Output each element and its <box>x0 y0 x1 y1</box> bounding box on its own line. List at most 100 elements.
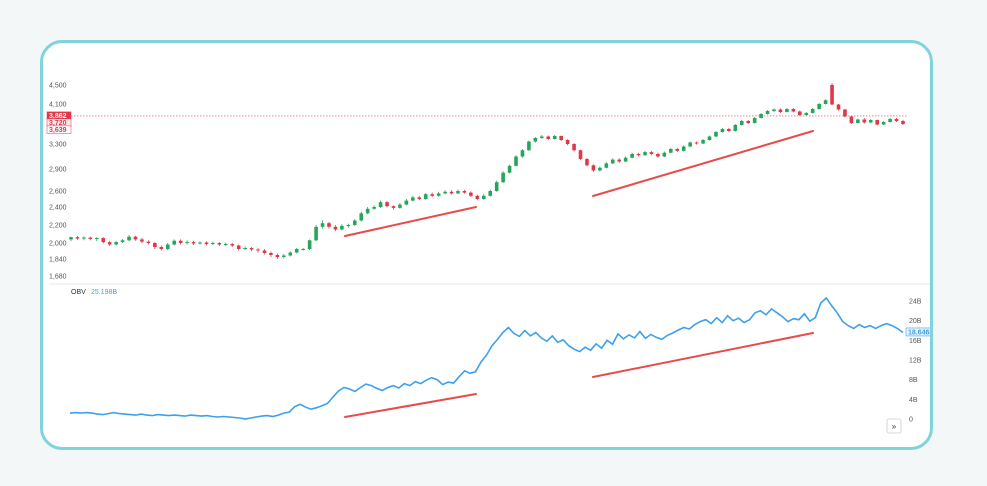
candle <box>133 235 138 241</box>
candle <box>733 124 738 132</box>
candle <box>469 191 473 197</box>
obv-trendline <box>344 393 477 418</box>
candle <box>404 199 409 206</box>
price-tick-label: 1,680 <box>49 274 67 281</box>
candle <box>598 166 602 172</box>
candle <box>456 189 460 195</box>
candle <box>707 135 712 141</box>
candle <box>398 203 402 209</box>
candle <box>436 191 441 197</box>
candle <box>720 128 725 133</box>
candle <box>727 128 731 132</box>
candle <box>352 219 357 226</box>
candle <box>372 205 376 210</box>
candle <box>140 238 144 243</box>
candle <box>804 112 809 116</box>
candle <box>378 200 383 208</box>
candle <box>243 246 247 250</box>
obv-tick-label: 0 <box>909 417 913 424</box>
candle <box>107 240 112 246</box>
candle <box>862 118 867 124</box>
double-chevron-right-icon: » <box>892 422 897 431</box>
candle <box>391 205 396 210</box>
price-tick-label: 1,840 <box>49 257 67 264</box>
candle <box>294 248 299 254</box>
candle <box>307 239 312 250</box>
candle <box>559 135 563 141</box>
candle <box>669 147 673 154</box>
candle <box>204 241 209 246</box>
candle <box>520 149 525 158</box>
candle <box>791 108 796 113</box>
candle <box>623 156 628 163</box>
candle <box>333 225 338 232</box>
obv-tick-label: 16B <box>909 338 922 345</box>
candle <box>617 158 622 163</box>
candle <box>527 140 531 151</box>
candle <box>417 195 422 201</box>
candle <box>346 223 351 228</box>
candle <box>127 234 131 242</box>
candle <box>888 118 892 123</box>
candle <box>301 248 305 251</box>
candle <box>836 104 841 111</box>
price-tick-label: 2,600 <box>49 189 67 196</box>
obv-last-value-text: 18.646B <box>908 329 933 336</box>
obv-tick-label: 24B <box>909 299 922 306</box>
candle <box>752 117 757 124</box>
candle <box>649 150 654 156</box>
candle <box>230 243 235 247</box>
candle <box>501 171 505 183</box>
candle <box>610 158 615 164</box>
price-tick-label: 2,400 <box>49 205 67 212</box>
candle <box>507 164 512 174</box>
candle <box>894 118 899 122</box>
candle <box>385 201 389 208</box>
candle <box>817 103 821 110</box>
candle <box>591 164 596 172</box>
price-trendline <box>344 206 477 237</box>
price-tick-label: 4,100 <box>49 102 67 109</box>
candle <box>656 152 660 158</box>
candle <box>153 242 157 249</box>
candle <box>604 162 609 169</box>
candle <box>411 195 415 202</box>
chart-canvas: 4,500 4,100 3,300 2,900 2,600 2,400 2,200 2,000… <box>46 83 933 434</box>
obv-series-line <box>69 296 904 420</box>
candle <box>359 211 364 222</box>
price-axis: 4,500 4,100 3,300 2,900 2,600 2,400 2,200 2,000… <box>49 83 67 281</box>
candle <box>481 194 486 200</box>
candle <box>75 235 80 240</box>
obv-trendline <box>592 332 814 378</box>
obv-tick-label: 12B <box>909 358 922 365</box>
candle <box>830 83 834 105</box>
candle <box>223 242 228 246</box>
candle <box>256 248 260 253</box>
candle <box>327 221 331 229</box>
candle <box>714 131 718 137</box>
candle <box>269 251 273 257</box>
candle <box>572 143 576 152</box>
scroll-to-latest-button[interactable]: » <box>886 418 902 434</box>
price-trendline <box>592 130 814 197</box>
candle <box>488 189 493 197</box>
price-tick-label: 2,200 <box>49 223 67 230</box>
svg-text:3,639: 3,639 <box>49 127 67 134</box>
candle <box>662 151 667 158</box>
candle <box>320 220 325 229</box>
price-tag: 3,639 <box>46 125 72 134</box>
candle <box>901 120 905 125</box>
candle <box>772 108 776 112</box>
candle <box>810 108 815 114</box>
candle <box>365 207 370 215</box>
candle <box>585 158 589 167</box>
candle <box>868 119 873 123</box>
candle <box>823 99 828 105</box>
candle <box>494 180 499 192</box>
price-trendlines <box>344 130 814 237</box>
price-tick-label: 3,300 <box>49 142 67 149</box>
obv-tick-label: 4B <box>909 397 918 404</box>
candle <box>443 190 447 195</box>
candle <box>694 141 699 145</box>
